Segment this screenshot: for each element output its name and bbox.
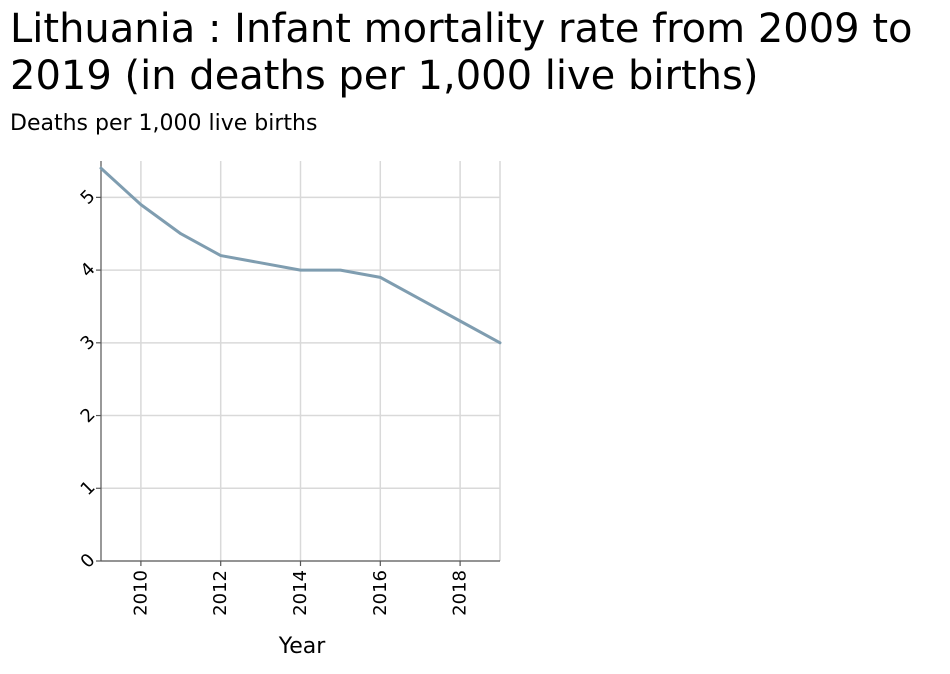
axes: [96, 161, 500, 566]
x-tick-label: 2010: [130, 570, 151, 616]
x-tick-label: 2018: [450, 570, 471, 616]
data-point: [99, 166, 103, 170]
series-line: [99, 166, 502, 345]
tick-labels: 0 1 2 3 4 5 2010 2012 2014 2016 2018: [77, 186, 471, 616]
y-tick-label: 0: [77, 550, 100, 573]
y-tick-label: 2: [77, 404, 100, 427]
data-point: [139, 203, 143, 207]
x-tick-label: 2012: [210, 570, 231, 616]
data-point: [378, 275, 382, 279]
data-point: [219, 254, 223, 258]
data-point: [338, 268, 342, 272]
y-tick-label: 4: [77, 259, 100, 282]
data-point: [458, 319, 462, 323]
chart-title: Lithuania : Infant mortality rate from 2…: [10, 6, 913, 99]
data-point: [179, 232, 183, 236]
series-layer: [99, 166, 502, 345]
data-point: [259, 261, 263, 265]
y-tick-label: 1: [77, 477, 100, 500]
data-point: [299, 268, 303, 272]
data-point: [498, 341, 502, 345]
y-axis-label: Deaths per 1,000 live births: [10, 111, 318, 136]
x-tick-label: 2016: [370, 570, 391, 616]
x-axis-label: Year: [278, 634, 326, 659]
x-tick-label: 2014: [290, 570, 311, 616]
y-tick-label: 3: [77, 331, 100, 354]
y-tick-label: 5: [77, 186, 100, 209]
data-point: [418, 297, 422, 301]
